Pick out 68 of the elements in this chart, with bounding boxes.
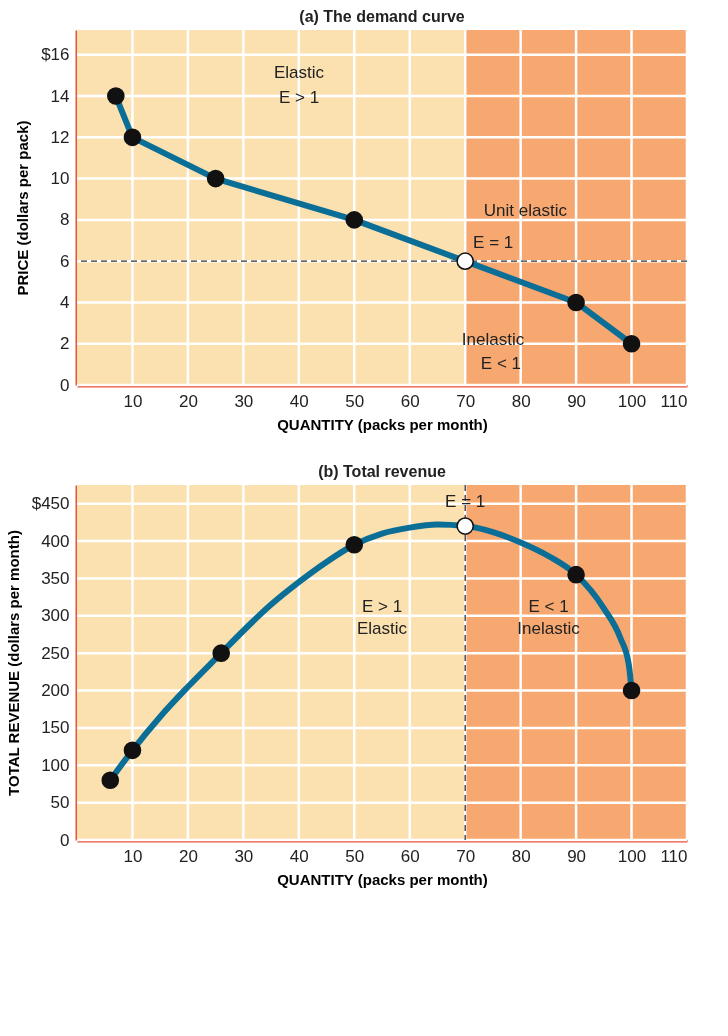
point xyxy=(567,293,585,312)
x-tick-label: 90 xyxy=(567,846,587,866)
x-tick-label: 80 xyxy=(511,391,531,411)
annotation: E < 1 xyxy=(480,354,522,374)
y-tick-label: 350 xyxy=(41,568,70,588)
x-tick-label: 70 xyxy=(456,391,476,411)
x-tick-label: 90 xyxy=(567,391,587,411)
y-tick-label: 100 xyxy=(41,755,70,775)
annotation: Elastic xyxy=(356,619,408,639)
y-tick-label: 10 xyxy=(50,169,70,189)
point xyxy=(123,741,142,760)
point xyxy=(622,334,641,353)
y-tick-label: 14 xyxy=(50,86,70,106)
x-tick-label: 110 xyxy=(660,846,688,866)
y-tick-label: 400 xyxy=(41,531,70,551)
point xyxy=(101,771,120,790)
y-axis-title: TOTAL REVENUE (dollars per month) xyxy=(4,530,22,796)
point xyxy=(622,681,641,700)
x-axis-title: QUANTITY (packs per month) xyxy=(277,415,488,433)
x-tick-label: 30 xyxy=(234,391,254,411)
y-axis-title: PRICE (dollars per pack) xyxy=(14,120,32,296)
x-tick-label: 70 xyxy=(456,846,476,866)
annotation: E = 1 xyxy=(473,233,514,253)
x-tick-label: 50 xyxy=(345,391,365,411)
x-axis-title: QUANTITY (packs per month) xyxy=(277,870,488,888)
x-tick-label: 100 xyxy=(617,846,647,866)
x-tick-label: 40 xyxy=(289,846,309,866)
point xyxy=(206,169,225,188)
x-tick-label: 20 xyxy=(178,846,198,866)
point xyxy=(345,211,364,229)
y-tick-label: 200 xyxy=(41,681,70,701)
x-tick-label: 10 xyxy=(123,391,143,411)
point xyxy=(123,128,142,147)
point xyxy=(567,565,585,584)
annotation: E > 1 xyxy=(361,597,403,617)
chart-title: (a) The demand curve xyxy=(299,7,465,25)
x-tick-label: 100 xyxy=(617,391,647,411)
x-tick-label: 80 xyxy=(511,846,531,866)
y-tick-label: $450 xyxy=(31,494,70,514)
y-tick-label: 4 xyxy=(60,292,70,312)
point xyxy=(456,517,474,535)
x-tick-label: 10 xyxy=(123,846,143,866)
y-tick-label: 0 xyxy=(60,375,70,395)
y-tick-label: 300 xyxy=(41,606,70,626)
point xyxy=(345,535,364,554)
y-tick-label: 2 xyxy=(60,334,70,354)
annotation: Elastic xyxy=(274,63,325,83)
x-tick-label: 40 xyxy=(289,391,309,411)
x-tick-label: 110 xyxy=(660,391,688,411)
y-tick-label: $16 xyxy=(41,45,70,65)
point xyxy=(456,252,474,270)
x-tick-label: 30 xyxy=(234,846,254,866)
y-tick-label: 0 xyxy=(60,830,70,850)
y-tick-label: 6 xyxy=(60,251,70,271)
y-tick-label: 8 xyxy=(60,210,70,230)
x-tick-label: 60 xyxy=(400,391,420,411)
annotation: E < 1 xyxy=(528,597,569,617)
point xyxy=(212,644,230,662)
x-tick-label: 50 xyxy=(345,846,365,866)
y-tick-label: 12 xyxy=(50,127,70,147)
x-tick-label: 60 xyxy=(400,846,420,866)
y-tick-label: 150 xyxy=(41,718,70,738)
chart-title: (b) Total revenue xyxy=(318,462,446,480)
y-tick-label: 50 xyxy=(50,793,70,813)
y-tick-label: 250 xyxy=(41,643,70,663)
point xyxy=(107,87,125,105)
x-tick-label: 20 xyxy=(178,391,198,411)
annotation: E > 1 xyxy=(278,88,320,108)
